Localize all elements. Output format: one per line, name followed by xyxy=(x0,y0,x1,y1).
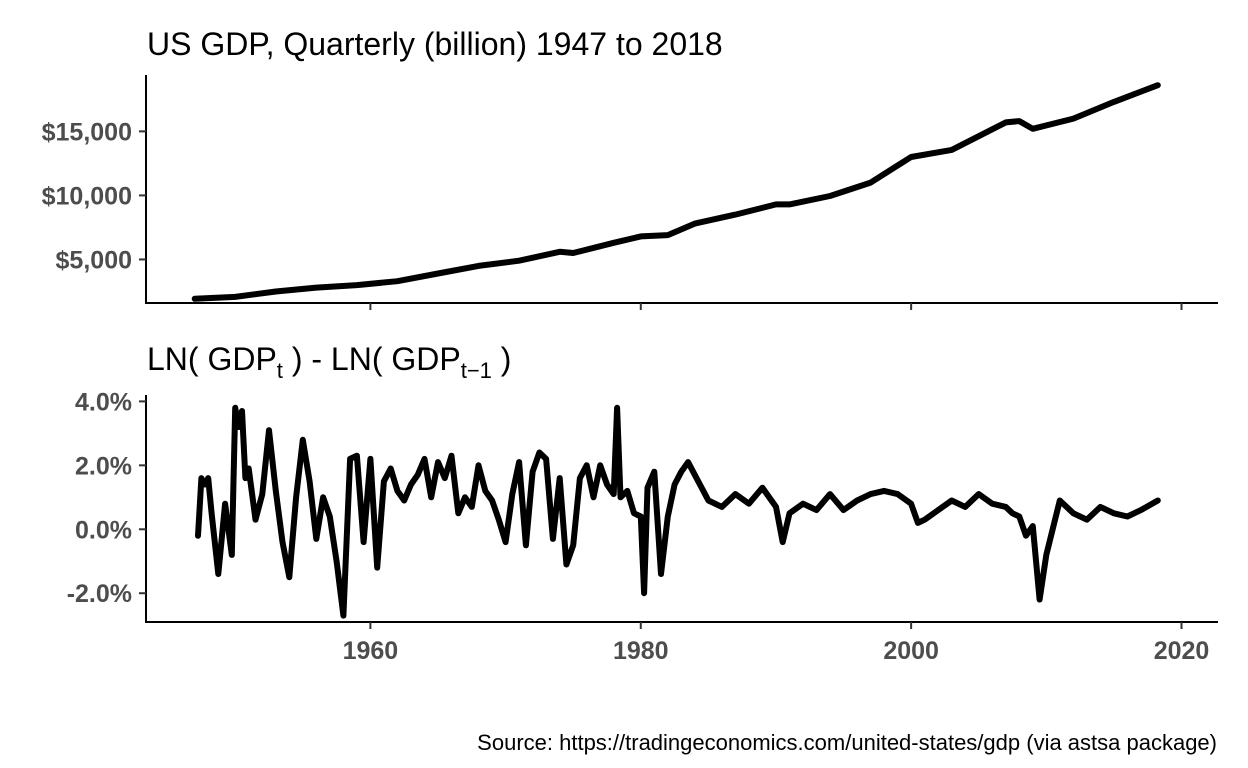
gdp-log-diff-x-tick-label-3: 2020 xyxy=(1154,637,1210,665)
gdp-log-diff-title-part3: ) xyxy=(492,341,512,377)
gdp-log-diff-x-ticks: 1960 1980 2000 2020 xyxy=(343,622,1210,665)
gdp-log-diff-y-tick-label-0: -2.0% xyxy=(67,580,132,608)
gdp-log-diff-title: LN( GDPt ) - LN( GDPt−1 ) xyxy=(147,341,511,383)
gdp-level-y-tick-label-2: $15,000 xyxy=(42,118,132,146)
gdp-log-diff-panel: LN( GDPt ) - LN( GDPt−1 ) -2.0% 0.0% 2.0% 4… xyxy=(67,341,1218,665)
gdp-log-diff-title-part1: LN( GDP xyxy=(147,341,277,377)
gdp-log-diff-y-ticks: -2.0% 0.0% 2.0% 4.0% xyxy=(67,388,146,608)
gdp-log-diff-y-tick-label-1: 0.0% xyxy=(75,516,132,544)
gdp-log-diff-title-sub-t: t xyxy=(277,358,283,383)
gdp-log-diff-y-tick-label-3: 4.0% xyxy=(75,388,132,416)
gdp-level-x-ticks xyxy=(369,303,1183,310)
gdp-log-diff-y-tick-label-2: 2.0% xyxy=(75,452,132,480)
gdp-level-series-line xyxy=(191,82,1161,302)
gdp-level-y-tick-label-1: $10,000 xyxy=(42,182,132,210)
gdp-level-title: US GDP, Quarterly (billion) 1947 to 2018 xyxy=(147,26,723,62)
gdp-level-y-tick-label-0: $5,000 xyxy=(56,246,132,274)
gdp-log-diff-title-sub-t-minus-1: t−1 xyxy=(461,358,492,383)
gdp-log-diff-x-tick-label-0: 1960 xyxy=(343,637,399,665)
gdp-log-diff-series-line xyxy=(195,404,1161,619)
gdp-level-y-ticks: $5,000 $10,000 $15,000 xyxy=(42,118,146,274)
gdp-log-diff-title-part2: ) - LN( GDP xyxy=(283,341,461,377)
gdp-level-panel: US GDP, Quarterly (billion) 1947 to 2018… xyxy=(42,26,1218,310)
source-caption: Source: https://tradingeconomics.com/uni… xyxy=(477,730,1217,755)
gdp-log-diff-x-tick-label-1: 1980 xyxy=(613,637,669,665)
gdp-log-diff-x-tick-label-2: 2000 xyxy=(883,637,939,665)
